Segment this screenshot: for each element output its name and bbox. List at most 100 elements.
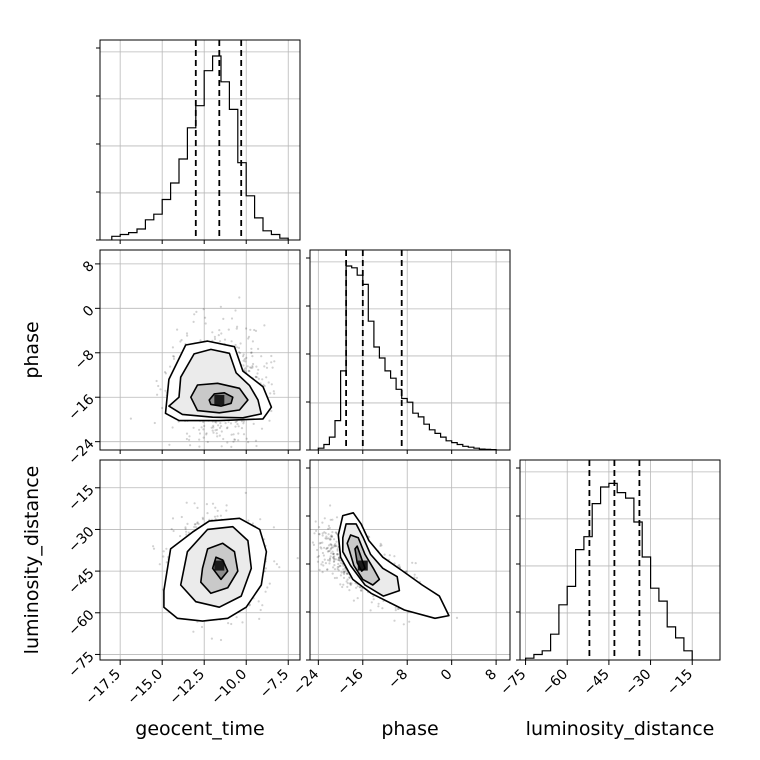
scatter-point: [219, 340, 222, 343]
scatter-point: [332, 555, 335, 559]
scatter-point: [248, 370, 251, 373]
scatter-point: [129, 417, 132, 420]
scatter-point: [318, 526, 321, 529]
scatter-point: [242, 353, 245, 356]
scatter-point: [278, 566, 281, 569]
contour-line: [164, 340, 273, 422]
scatter-point: [377, 602, 380, 605]
y-tick-label-phase: −8: [72, 347, 98, 373]
x-axis-label-luminosity-distance: luminosity_distance: [526, 718, 715, 740]
scatter-point: [455, 616, 459, 620]
scatter-point: [185, 533, 188, 536]
scatter-point: [179, 340, 182, 343]
panel-background: [520, 460, 720, 660]
scatter-point: [215, 432, 218, 435]
x-tick-label-luminosity-distance: −60: [539, 666, 571, 698]
scatter-point: [270, 409, 273, 413]
scatter-point: [331, 535, 334, 538]
scatter-point: [237, 425, 240, 428]
scatter-point: [414, 562, 417, 565]
scatter-point: [247, 519, 250, 522]
scatter-point: [370, 601, 373, 604]
scatter-point: [187, 531, 190, 534]
scatter-point: [247, 441, 250, 444]
scatter-point: [323, 531, 326, 534]
scatter-point: [259, 608, 262, 612]
scatter-point: [327, 559, 330, 562]
contour-line: [346, 534, 381, 586]
scatter-point: [315, 529, 318, 533]
scatter-point: [212, 424, 215, 427]
scatter-point: [333, 564, 336, 567]
scatter-point: [198, 438, 201, 441]
contour-line: [200, 542, 239, 595]
x-axis-label-geocent-time: geocent_time: [135, 718, 264, 740]
scatter-point: [335, 544, 338, 548]
scatter-point: [313, 532, 316, 535]
scatter-point: [193, 502, 196, 505]
panel-0-0: [100, 40, 300, 240]
histogram-step-luminosity-distance: [525, 482, 693, 660]
contour-line: [337, 511, 450, 620]
scatter-point: [239, 351, 242, 355]
scatter-point: [329, 543, 332, 546]
scatter-point: [230, 433, 233, 436]
scatter-point: [349, 582, 352, 585]
panel-frame-2-2: [519, 459, 721, 661]
scatter-point: [334, 531, 337, 534]
scatter-point: [251, 366, 254, 369]
scatter-point: [333, 538, 336, 541]
scatter-point: [216, 435, 219, 438]
scatter-point: [264, 590, 267, 593]
scatter-point: [220, 332, 223, 335]
x-tick-label-luminosity-distance: −15: [664, 666, 696, 698]
scatter-point: [322, 564, 325, 567]
scatter-point: [338, 559, 341, 562]
scatter-point: [318, 542, 321, 545]
scatter-point: [244, 360, 247, 363]
scatter-point: [229, 422, 233, 425]
y-tick-label-phase: −24: [65, 436, 97, 468]
scatter-point: [342, 576, 346, 580]
scatter-point: [413, 573, 416, 576]
scatter-point: [212, 431, 215, 434]
scatter-point: [333, 558, 336, 561]
panel-frame-1-1: [309, 249, 511, 451]
scatter-point: [379, 542, 382, 546]
scatter-point: [322, 554, 325, 557]
scatter-point: [329, 504, 332, 507]
scatter-point: [338, 564, 341, 568]
panel-1-1: [310, 250, 510, 450]
scatter-point: [218, 329, 221, 332]
scatter-point: [270, 354, 273, 358]
scatter-point: [213, 337, 217, 341]
scatter-point: [342, 564, 345, 567]
scatter-point: [372, 598, 375, 601]
scatter-point: [332, 546, 335, 549]
scatter-point: [345, 572, 349, 575]
scatter-point: [336, 553, 339, 556]
scatter-point: [321, 521, 324, 524]
scatter-point: [257, 377, 260, 380]
scatter-point: [332, 552, 335, 556]
scatter-point: [355, 586, 358, 589]
scatter-point: [411, 561, 414, 564]
y-tick-label-phase: 0: [80, 303, 98, 321]
scatter-point: [165, 561, 168, 564]
scatter-point: [251, 340, 254, 343]
scatter-point: [171, 517, 175, 520]
scatter-point: [328, 559, 331, 562]
scatter-point: [235, 346, 239, 349]
scatter-point: [262, 383, 265, 386]
scatter-point: [247, 337, 250, 340]
scatter-point: [328, 526, 331, 530]
scatter-point: [383, 553, 386, 556]
scatter-point: [224, 422, 227, 425]
scatter-point: [343, 570, 346, 573]
scatter-point: [220, 430, 223, 433]
scatter-point: [171, 426, 174, 429]
scatter-point: [162, 555, 165, 558]
scatter-point: [369, 609, 372, 612]
scatter-point: [240, 420, 243, 423]
scatter-point: [402, 623, 405, 626]
